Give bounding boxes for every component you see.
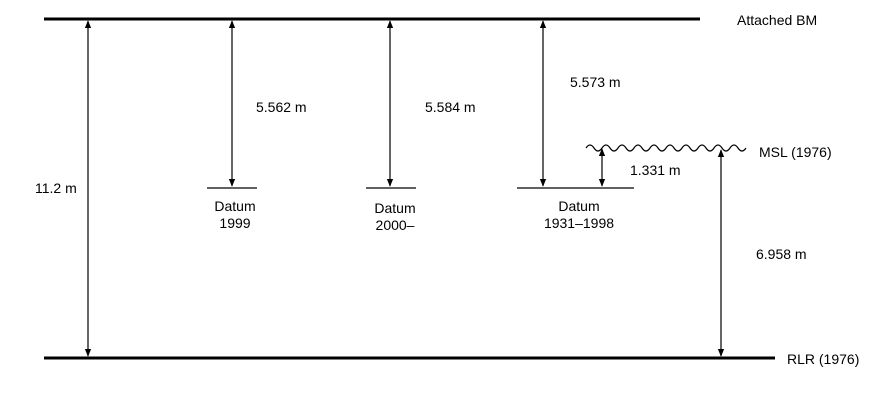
datum-1999-label: Datum bbox=[214, 198, 255, 214]
msl-above-datum-value: 1.331 m bbox=[630, 162, 681, 178]
bm-to-rlr-value: 11.2 m bbox=[35, 180, 77, 196]
datum-1999: 5.562 m Datum 1999 bbox=[207, 20, 307, 231]
datum-1999-offset: 5.562 m bbox=[256, 99, 307, 115]
datum-2000-offset: 5.584 m bbox=[425, 99, 476, 115]
msl-wavy-line bbox=[585, 144, 747, 152]
datum-2000-year: 2000– bbox=[376, 217, 415, 233]
attached-bm-label: Attached BM bbox=[737, 12, 817, 28]
datum-1931-offset: 5.573 m bbox=[570, 74, 621, 90]
datum-1931-year: 1931–1998 bbox=[544, 215, 614, 231]
msl-label: MSL (1976) bbox=[759, 144, 832, 160]
datum-2000: 5.584 m Datum 2000– bbox=[366, 20, 476, 233]
datum-1931-1998: 5.573 m Datum 1931–1998 bbox=[517, 20, 634, 231]
datum-1999-year: 1999 bbox=[219, 215, 250, 231]
datum-2000-label: Datum bbox=[374, 200, 415, 216]
datum-1931-label: Datum bbox=[558, 198, 599, 214]
rlr-label: RLR (1976) bbox=[787, 351, 859, 367]
msl-to-rlr-value: 6.958 m bbox=[756, 246, 807, 262]
